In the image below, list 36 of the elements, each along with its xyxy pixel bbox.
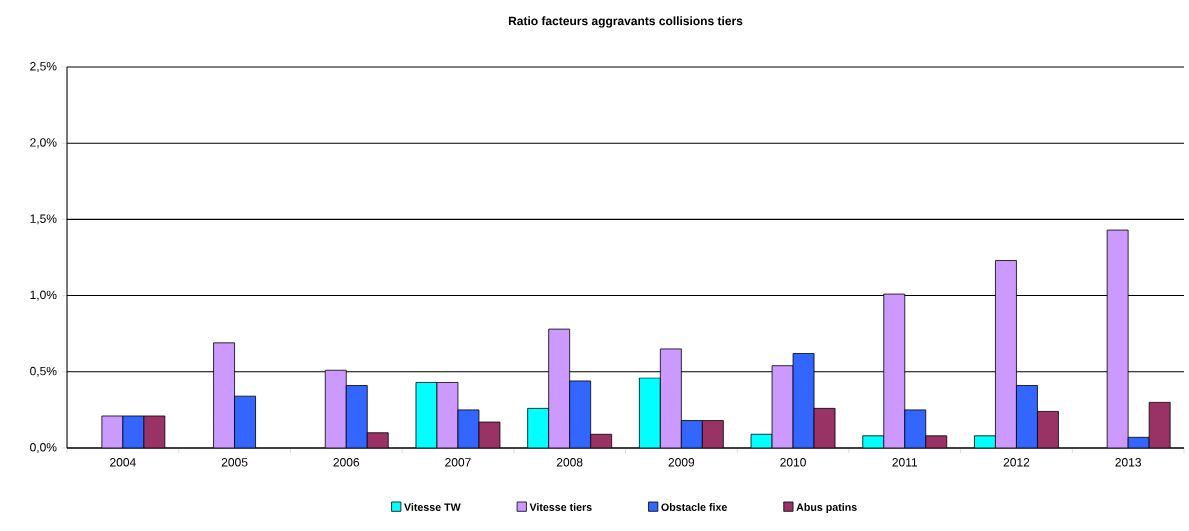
bar [345, 385, 368, 448]
bar [548, 328, 571, 448]
x-tick-label: 2008 [556, 458, 583, 467]
legend-label: Vitesse TW [404, 503, 461, 511]
legend-label: Vitesse tiers [529, 503, 592, 511]
bar [680, 420, 703, 448]
bar [659, 348, 682, 448]
legend-label: Abus patins [796, 503, 857, 514]
bar [569, 380, 592, 448]
x-tick-label: 2010 [780, 458, 806, 467]
bar [234, 395, 256, 448]
bar [527, 407, 550, 448]
chart-title: Ratio facteurs aggravants collisions tiers [508, 16, 743, 28]
x-tick-label: 2005 [221, 458, 248, 467]
x-tick-label: 2004 [110, 458, 136, 467]
legend-label: Obstacle fixe [661, 503, 727, 511]
bar [213, 342, 235, 448]
bar [883, 293, 906, 448]
y-tick-label: 2,5% [30, 62, 57, 72]
y-tick-label: 1,5% [30, 214, 57, 225]
y-tick-label: 0,5% [30, 366, 57, 377]
y-tick-label: 2,0% [30, 138, 57, 149]
x-tick-label: 2006 [333, 458, 360, 467]
x-tick-label: 2007 [445, 458, 471, 467]
x-tick-label: 2013 [1115, 458, 1141, 467]
bar [995, 260, 1017, 448]
bar [638, 377, 661, 448]
y-tick-label: 0,0% [30, 443, 57, 453]
bar [904, 409, 927, 448]
bar [324, 369, 347, 448]
y-tick-label: 1,0% [30, 290, 57, 301]
x-tick-label: 2009 [668, 458, 695, 467]
x-tick-label: 2012 [1003, 458, 1030, 467]
x-tick-label: 2011 [892, 458, 918, 467]
bar [1106, 229, 1129, 448]
bar [1016, 385, 1038, 448]
